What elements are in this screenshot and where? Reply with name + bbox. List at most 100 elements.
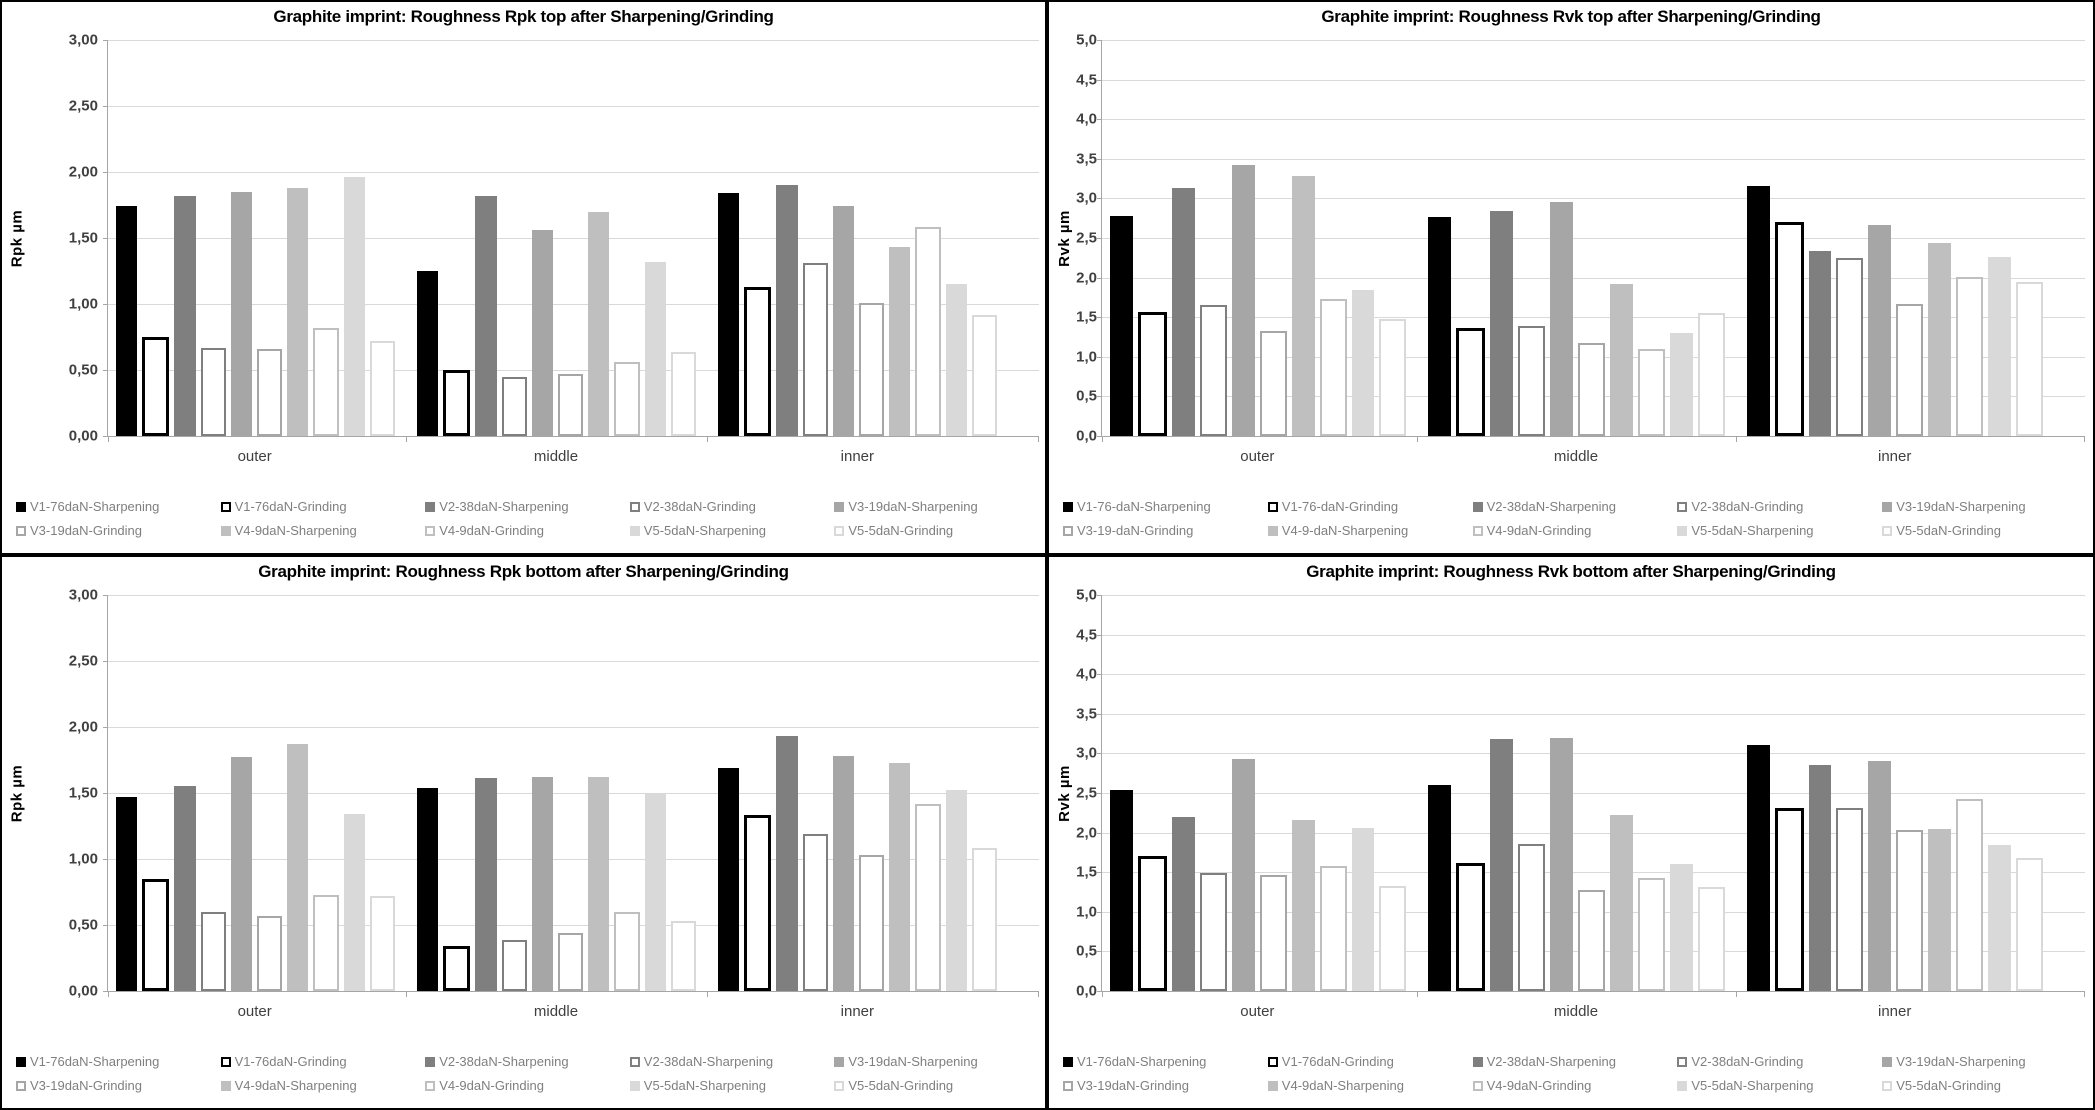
y-tick-mark bbox=[1097, 317, 1102, 319]
bar bbox=[1171, 816, 1195, 991]
legend-swatch-icon bbox=[1882, 501, 1893, 512]
bar-group bbox=[1746, 595, 2044, 991]
bar bbox=[1259, 330, 1287, 436]
category-axis: outer middle inner bbox=[1101, 448, 2085, 465]
bar bbox=[1379, 885, 1407, 991]
y-tick-mark bbox=[103, 40, 108, 41]
legend-item: V1-76daN-Grinding bbox=[220, 499, 426, 514]
bar-group bbox=[116, 40, 396, 436]
legend-swatch-icon bbox=[220, 1056, 231, 1067]
bar-group bbox=[417, 595, 697, 991]
bar bbox=[174, 195, 196, 436]
y-tick-mark bbox=[103, 660, 108, 662]
bar bbox=[1518, 325, 1546, 436]
category-label: outer bbox=[1240, 1003, 1275, 1020]
bar bbox=[2016, 857, 2044, 991]
legend-label: V2-38daN-Sharpening bbox=[439, 1054, 569, 1069]
y-axis-title-text: Rvk µm bbox=[1055, 765, 1073, 822]
y-tick-label: 2,50 bbox=[68, 97, 98, 115]
y-tick-label: 1,0 bbox=[1076, 348, 1097, 366]
category-label: outer bbox=[237, 1003, 272, 1020]
bar-group bbox=[1110, 40, 1407, 436]
legend-swatch-icon bbox=[1267, 1056, 1278, 1067]
gridline bbox=[1102, 634, 2085, 636]
bar bbox=[1319, 865, 1347, 991]
gridline bbox=[108, 40, 1039, 41]
legend-swatch-icon bbox=[1267, 501, 1278, 512]
category-tick-mark bbox=[1038, 991, 1039, 997]
legend-label: V2-38daN-Grinding bbox=[643, 499, 756, 514]
y-tick-mark bbox=[1097, 158, 1102, 160]
bar bbox=[531, 777, 554, 991]
bar bbox=[1774, 808, 1804, 991]
legend: V1-76daN-Sharpening V1-76daN-Grinding V2-3… bbox=[1063, 1054, 2087, 1093]
legend-swatch-icon bbox=[1267, 525, 1278, 536]
bar bbox=[369, 895, 396, 991]
y-tick-mark bbox=[103, 436, 108, 437]
legend-swatch-icon bbox=[220, 501, 231, 512]
y-tick-mark bbox=[1097, 356, 1102, 358]
gridline bbox=[108, 171, 1039, 173]
y-tick-mark bbox=[1097, 753, 1102, 755]
legend-item: V3-19daN-Grinding bbox=[16, 523, 221, 538]
legend-swatch-icon bbox=[1882, 1056, 1893, 1067]
y-tick-mark bbox=[1097, 951, 1102, 953]
bar bbox=[670, 351, 697, 436]
legend-item: V3-19daN-Grinding bbox=[1063, 1078, 1268, 1093]
legend-item: V2-38daN-Sharpening bbox=[1472, 499, 1678, 514]
bar bbox=[802, 263, 828, 436]
legend-item: V3-19daN-Grinding bbox=[16, 1078, 221, 1093]
bar bbox=[744, 286, 772, 436]
gridline bbox=[108, 858, 1039, 860]
bar bbox=[718, 193, 740, 436]
bar bbox=[1609, 283, 1633, 436]
bar bbox=[588, 777, 610, 991]
chart-title: Graphite imprint: Roughness Rpk bottom a… bbox=[258, 562, 789, 581]
gridline bbox=[108, 595, 1039, 596]
chart-panel-rvk-bottom: Graphite imprint: Roughness Rvk bottom a… bbox=[1049, 557, 2093, 1108]
legend-swatch-icon bbox=[629, 1056, 640, 1067]
legend-item: V3-19daN-Sharpening bbox=[1882, 499, 2087, 514]
bar bbox=[1518, 843, 1546, 991]
legend-item: V3-19-daN-Grinding bbox=[1063, 523, 1268, 538]
bar bbox=[369, 340, 396, 436]
legend-label: V3-19daN-Grinding bbox=[30, 523, 143, 538]
chart-title: Graphite imprint: Roughness Rvk top afte… bbox=[1321, 7, 1821, 26]
legend-swatch-icon bbox=[16, 1056, 26, 1067]
y-tick-mark bbox=[1097, 40, 1102, 41]
legend-item: V5-5daN-Sharpening bbox=[629, 1078, 835, 1093]
gridline bbox=[108, 238, 1039, 239]
legend-label: V1-76-daN-Sharpening bbox=[1077, 499, 1211, 514]
y-tick-label: 1,50 bbox=[68, 229, 98, 247]
y-tick-label: 0,00 bbox=[68, 427, 98, 445]
legend-label: V3-19-daN-Grinding bbox=[1077, 523, 1194, 538]
y-tick-mark bbox=[103, 858, 108, 860]
legend-item: V5-5daN-Grinding bbox=[1882, 1078, 2087, 1093]
bar bbox=[744, 815, 772, 991]
legend-label: V4-9daN-Grinding bbox=[439, 523, 544, 538]
legend-item: V1-76daN-Sharpening bbox=[1063, 1054, 1268, 1069]
legend-swatch-icon bbox=[629, 501, 640, 512]
y-tick-mark bbox=[1097, 436, 1102, 437]
legend-item: V2-38daN-Grinding bbox=[629, 499, 835, 514]
y-tick-label: 1,00 bbox=[68, 850, 98, 868]
chart-title: Graphite imprint: Roughness Rpk top afte… bbox=[273, 7, 774, 26]
y-axis-title: Rvk µm bbox=[1049, 595, 1079, 992]
y-tick-mark bbox=[1097, 277, 1102, 279]
legend: V1-76daN-Sharpening V1-76daN-Grinding V2-3… bbox=[16, 499, 1039, 538]
legend-item: V4-9daN-Sharpening bbox=[220, 1078, 426, 1093]
y-axis-title: Rpk µm bbox=[2, 595, 32, 992]
gridline bbox=[1102, 713, 2085, 715]
legend-label: V5-5daN-Sharpening bbox=[643, 523, 766, 538]
legend-label: V2-38daN-Grinding bbox=[1691, 499, 1804, 514]
legend-label: V5-5daN-Grinding bbox=[848, 1078, 954, 1093]
legend-item: V2-38daN-Sharpening bbox=[629, 1054, 835, 1069]
legend-swatch-icon bbox=[1472, 1056, 1483, 1067]
y-tick-label: 0,0 bbox=[1076, 427, 1097, 445]
bar bbox=[802, 833, 828, 991]
category-label: middle bbox=[1553, 1003, 1599, 1020]
y-tick-mark bbox=[1097, 634, 1102, 636]
bar bbox=[1697, 313, 1725, 436]
bar bbox=[200, 911, 226, 991]
